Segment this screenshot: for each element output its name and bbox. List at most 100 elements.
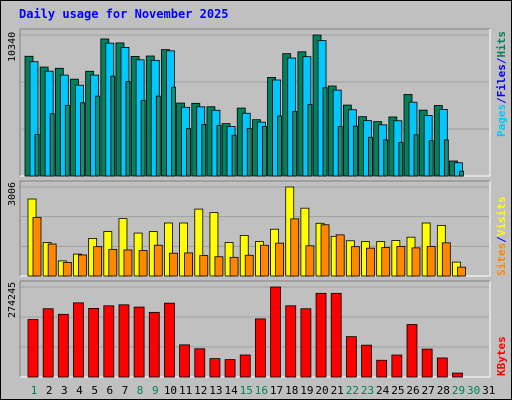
day-label-13: 13 — [209, 384, 222, 397]
bar-kbytes-day-19 — [300, 308, 312, 378]
bar-sites-day-12 — [199, 255, 209, 277]
bar-pages-day-27 — [428, 140, 434, 177]
bar-sites-day-27 — [426, 245, 436, 277]
day-label-27: 27 — [422, 384, 435, 397]
bar-pages-day-19 — [307, 104, 313, 177]
bar-pages-day-24 — [383, 139, 389, 177]
bar-visits-day-13 — [209, 212, 219, 277]
bar-pages-day-10 — [171, 86, 176, 177]
bar-pages-day-7 — [125, 81, 131, 177]
bar-sites-day-28 — [441, 242, 451, 277]
bar-visits-day-11 — [179, 222, 189, 277]
day-label-10: 10 — [164, 384, 177, 397]
day-label-9: 9 — [152, 384, 159, 397]
bar-sites-day-20 — [320, 224, 330, 277]
bar-pages-day-20 — [322, 87, 328, 177]
bar-kbytes-day-24 — [376, 359, 388, 378]
day-label-12: 12 — [194, 384, 207, 397]
bar-kbytes-day-18 — [285, 305, 297, 378]
bar-sites-day-29 — [457, 266, 466, 277]
bar-kbytes-day-26 — [406, 324, 418, 378]
bar-pages-day-6 — [110, 75, 116, 177]
bar-sites-day-16 — [259, 244, 269, 277]
bar-sites-day-22 — [350, 246, 360, 277]
bar-visits-day-7 — [118, 218, 128, 277]
bar-sites-day-19 — [305, 245, 315, 277]
bar-kbytes-day-27 — [421, 348, 433, 378]
bar-pages-day-29 — [459, 170, 464, 177]
day-label-25: 25 — [391, 384, 404, 397]
day-label-3: 3 — [61, 384, 68, 397]
bar-pages-day-14 — [231, 134, 237, 177]
bar-kbytes-day-8 — [133, 306, 145, 378]
bar-sites-day-5 — [93, 246, 103, 277]
day-label-23: 23 — [361, 384, 374, 397]
day-label-8: 8 — [137, 384, 144, 397]
day-label-1: 1 — [31, 384, 38, 397]
bar-pages-day-11 — [186, 128, 192, 177]
day-label-16: 16 — [255, 384, 268, 397]
day-label-7: 7 — [122, 384, 129, 397]
bar-pages-day-1 — [34, 134, 40, 177]
day-label-20: 20 — [315, 384, 328, 397]
bar-sites-day-21 — [335, 234, 345, 277]
bar-pages-day-2 — [49, 113, 55, 177]
bar-pages-day-12 — [201, 124, 207, 177]
day-label-14: 14 — [224, 384, 238, 397]
bar-kbytes-day-21 — [330, 292, 342, 378]
bar-kbytes-day-20 — [315, 292, 327, 378]
day-label-2: 2 — [46, 384, 53, 397]
day-label-11: 11 — [179, 384, 192, 397]
bar-pages-day-23 — [368, 136, 373, 177]
bar-kbytes-day-3 — [57, 313, 69, 378]
day-label-30: 30 — [467, 384, 480, 397]
bar-sites-day-2 — [47, 243, 57, 277]
bar-sites-day-3 — [62, 261, 72, 277]
bar-kbytes-day-5 — [88, 308, 100, 378]
bar-kbytes-day-2 — [42, 308, 54, 378]
bar-pages-day-28 — [443, 139, 449, 177]
bar-sites-day-9 — [153, 244, 163, 277]
bar-kbytes-day-28 — [436, 357, 448, 378]
bar-kbytes-day-17 — [270, 286, 281, 378]
bar-kbytes-day-6 — [103, 305, 115, 378]
bar-kbytes-day-14 — [224, 359, 236, 378]
bar-sites-day-15 — [244, 254, 254, 277]
bar-sites-day-25 — [396, 245, 406, 277]
bar-pages-day-5 — [95, 95, 101, 177]
day-label-17: 17 — [270, 384, 283, 397]
bar-sites-day-4 — [78, 254, 87, 277]
bar-sites-day-14 — [229, 256, 239, 277]
day-label-28: 28 — [437, 384, 450, 397]
bar-files-day-29 — [454, 162, 463, 177]
day-label-19: 19 — [300, 384, 313, 397]
bar-pages-day-16 — [261, 126, 267, 177]
bar-kbytes-day-10 — [164, 302, 175, 378]
day-label-29: 29 — [452, 384, 465, 397]
day-label-18: 18 — [285, 384, 298, 397]
bar-pages-day-17 — [277, 115, 282, 177]
bar-sites-day-23 — [366, 247, 375, 277]
chart-title: Daily usage for November 2025 — [19, 7, 229, 21]
bar-kbytes-day-29 — [452, 372, 463, 378]
bar-pages-day-13 — [216, 125, 222, 177]
bar-pages-day-8 — [140, 100, 146, 177]
bar-kbytes-day-12 — [194, 348, 206, 378]
day-label-21: 21 — [331, 384, 344, 397]
bar-files-day-1 — [29, 61, 39, 177]
bar-pages-day-15 — [246, 128, 252, 177]
bar-kbytes-day-13 — [209, 358, 221, 378]
bar-sites-day-24 — [381, 247, 391, 277]
day-label-5: 5 — [91, 384, 98, 397]
bar-visits-day-12 — [194, 208, 204, 277]
bar-pages-day-4 — [80, 102, 85, 177]
day-label-4: 4 — [76, 384, 83, 397]
bar-pages-day-22 — [352, 125, 358, 177]
bar-sites-day-17 — [275, 242, 284, 277]
bar-pages-day-21 — [337, 126, 343, 177]
bar-sites-day-11 — [184, 252, 194, 277]
bar-visits-day-19 — [300, 207, 310, 277]
bar-kbytes-day-23 — [361, 344, 372, 378]
day-label-26: 26 — [406, 384, 419, 397]
day-label-15: 15 — [240, 384, 253, 397]
